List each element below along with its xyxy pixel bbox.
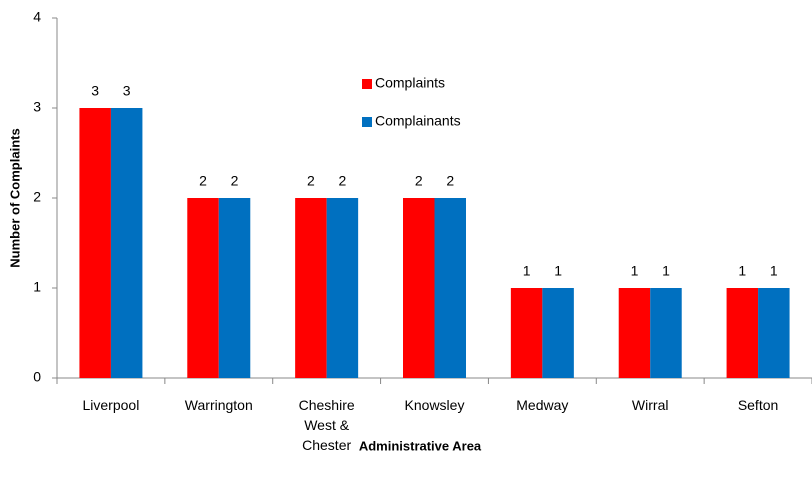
x-tick-label: Wirral xyxy=(631,397,669,413)
y-tick-label: 0 xyxy=(33,369,41,385)
bar xyxy=(650,288,682,378)
bar xyxy=(326,198,359,378)
data-label: 1 xyxy=(523,263,531,279)
y-tick-label: 4 xyxy=(33,9,41,25)
x-tick-label: Sefton xyxy=(737,397,779,413)
y-tick-label: 2 xyxy=(33,189,41,205)
bar xyxy=(187,198,219,378)
data-label: 3 xyxy=(123,83,131,99)
bar xyxy=(510,288,543,378)
bar xyxy=(758,288,790,378)
data-label: 1 xyxy=(631,263,639,279)
x-axis-title: Administrative Area xyxy=(359,438,482,453)
bar xyxy=(295,198,327,378)
data-label: 2 xyxy=(231,173,239,189)
data-label: 2 xyxy=(307,173,315,189)
data-label: 1 xyxy=(770,263,778,279)
legend-label: Complainants xyxy=(375,113,461,129)
x-tick-label: Liverpool xyxy=(82,397,140,413)
legend-swatch xyxy=(362,79,372,89)
data-label: 2 xyxy=(415,173,423,189)
legend-label: Complaints xyxy=(375,75,445,91)
data-label: 2 xyxy=(199,173,207,189)
bar xyxy=(618,288,651,378)
bar xyxy=(726,288,759,378)
x-tick-label: Medway xyxy=(516,397,569,413)
y-axis-title: Number of Complaints xyxy=(7,128,22,267)
data-label: 2 xyxy=(446,173,454,189)
x-tick-label: Knowsley xyxy=(404,397,465,413)
y-tick-label: 1 xyxy=(33,279,41,295)
data-label: 3 xyxy=(91,83,99,99)
bar xyxy=(79,108,111,378)
legend-swatch xyxy=(362,117,372,127)
bar xyxy=(218,198,251,378)
bar xyxy=(403,198,435,378)
data-label: 1 xyxy=(554,263,562,279)
data-label: 2 xyxy=(338,173,346,189)
data-label: 1 xyxy=(662,263,670,279)
bar xyxy=(434,198,466,378)
x-tick-label: Cheshire West & Chester xyxy=(298,397,355,453)
bar xyxy=(542,288,574,378)
x-tick-label: Warrington xyxy=(184,397,253,413)
y-tick-label: 3 xyxy=(33,99,41,115)
data-label: 1 xyxy=(738,263,746,279)
bar xyxy=(110,108,143,378)
